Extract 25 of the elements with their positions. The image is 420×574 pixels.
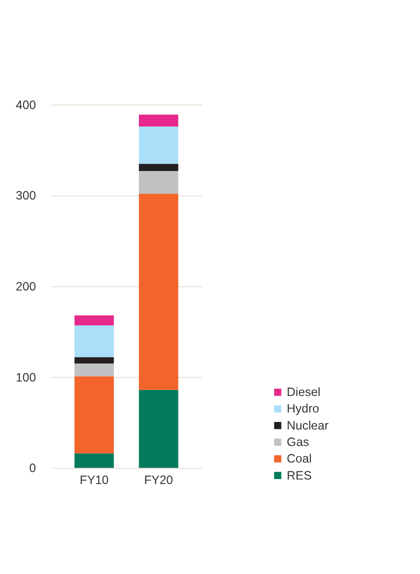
bar: [74, 357, 114, 364]
legend-label: Hydro: [286, 402, 320, 416]
y-tick-label: 0: [29, 461, 36, 476]
bar: [138, 126, 178, 164]
bar: [74, 363, 114, 376]
bar: [74, 315, 114, 326]
bar: [74, 453, 114, 468]
legend-label: Gas: [286, 434, 309, 449]
bar: [138, 114, 178, 126]
bar: [138, 390, 178, 468]
bar: [138, 194, 178, 390]
y-tick-label: 400: [16, 98, 36, 112]
bar: [138, 164, 178, 171]
x-tick-label: FY10: [80, 473, 109, 488]
y-tick-label: 200: [16, 279, 36, 294]
y-tick-label: 300: [16, 188, 36, 203]
legend-label: Nuclear: [286, 418, 328, 432]
bar: [74, 376, 114, 454]
legend-label: RES: [286, 468, 312, 482]
bar: [138, 170, 178, 194]
legend-label: Diesel: [286, 385, 320, 400]
legend-label: Coal: [286, 452, 312, 466]
y-tick-label: 100: [16, 370, 36, 384]
bar: [74, 325, 114, 358]
x-tick-label: FY20: [144, 473, 174, 488]
